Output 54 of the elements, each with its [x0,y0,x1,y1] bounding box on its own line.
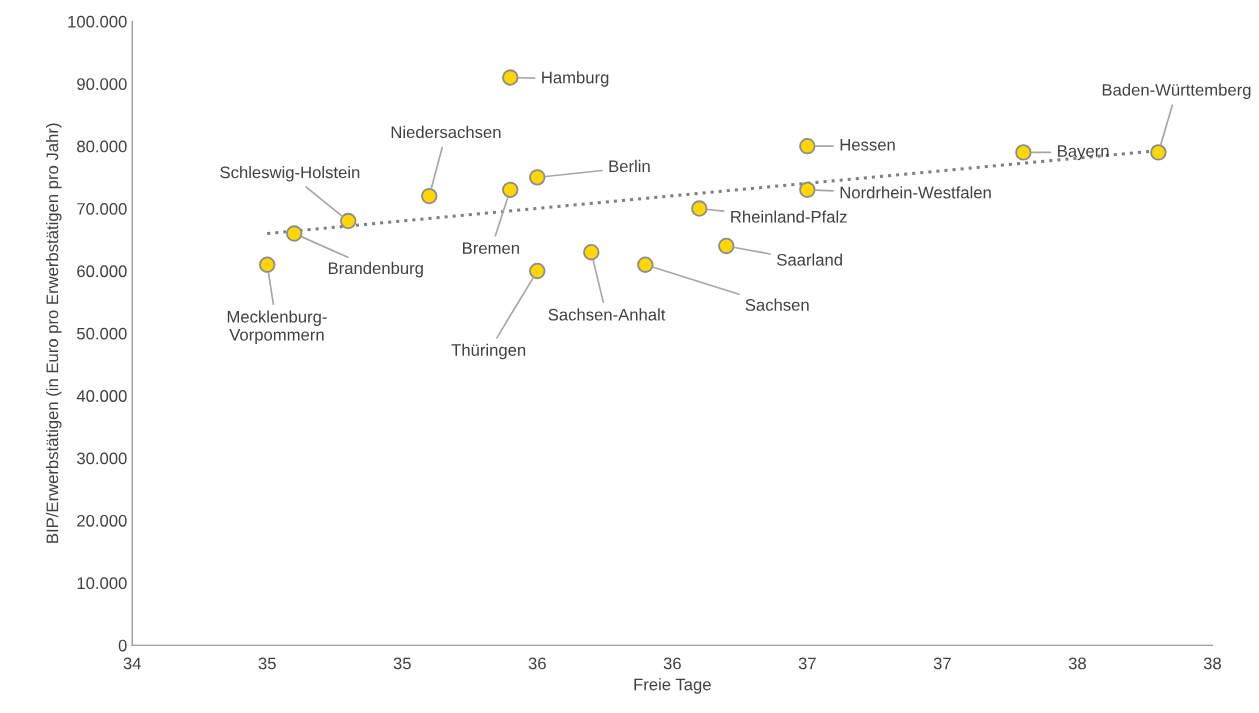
y-axis-title: BIP/Erwerbstätigen (in Euro pro Erwerbstätigen pro Jahr) [46,123,62,543]
x-tick-label: 37 [798,657,816,670]
point [340,212,357,230]
annotation: Baden-Württemberg [1102,83,1251,100]
point [799,137,816,155]
y-tick-label: 0 [118,639,127,652]
y-tick-label: 70.000 [77,202,127,215]
x-tick-label: 35 [258,657,276,670]
y-tick-label: 10.000 [77,577,127,590]
x-tick-label: 35 [393,657,411,670]
annotation: Bremen [463,242,519,255]
x-tick-label: 38 [1068,657,1086,670]
y-tick-label: 80.000 [77,140,127,153]
x-tick-label: 36 [528,657,546,670]
annotation: Mecklenburg- Vorpommern [227,310,327,344]
y-tick-label: 20.000 [77,514,127,527]
annotation: Sachsen-Anhalt [548,308,666,321]
point [718,237,735,255]
point [799,181,816,199]
x-tick-label: 37 [933,657,951,670]
point [1015,144,1032,161]
y-tick-label: 60.000 [77,265,127,278]
annotation: Berlin [609,159,650,173]
point [583,244,600,261]
point [1150,144,1167,161]
y-tick-label: 100.000 [68,15,127,28]
point [286,225,303,242]
y-tick-label: 40.000 [76,390,127,402]
x-tick-label: 34 [123,657,141,670]
point [691,200,708,217]
annotation: Nordrhein-Westfalen [840,186,991,199]
x-axis-title: Freie Tage [634,678,711,694]
x-tick-label: 38 [1203,657,1221,670]
annotation: Sachsen [745,298,809,311]
annotation: Saarland [777,253,842,266]
point [259,256,276,273]
annotation: Schleswig-Holstein [220,166,360,182]
point [529,169,546,186]
annotation: Rheinland-Pfalz [731,210,847,223]
point [637,256,654,273]
y-tick-label: 50.000 [77,327,127,340]
annotation: Brandenburg [328,261,423,278]
annotation: Niedersachsen [391,125,501,139]
point [502,69,519,86]
annotation: Thüringen [451,343,526,360]
annotation: Bayern [1058,145,1109,161]
point [529,262,546,280]
y-tick-label: 90.000 [77,78,127,90]
y-tick-label: 30.000 [77,452,127,465]
x-tick-label: 36 [663,657,681,670]
point [421,187,438,205]
annotation: Hessen [840,139,895,151]
annotation: Hamburg [542,71,609,87]
point [502,181,519,199]
